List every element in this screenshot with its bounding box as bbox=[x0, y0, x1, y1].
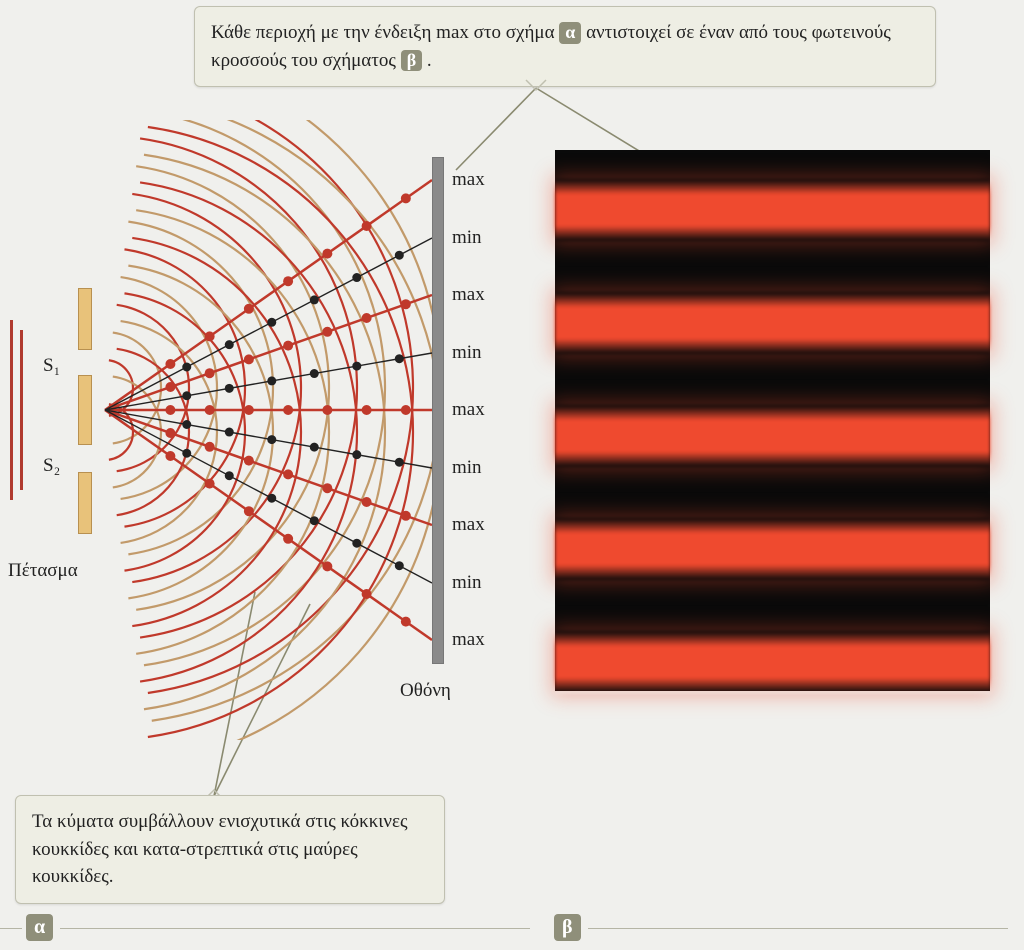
bright-fringe bbox=[555, 518, 990, 580]
callout-bottom: Τα κύματα συμβάλλουν ενισχυτικά στις κόκ… bbox=[15, 795, 445, 904]
label-min: min bbox=[452, 342, 482, 364]
callout-top-text-end: . bbox=[427, 50, 432, 71]
badge-beta-inline: β bbox=[401, 50, 422, 72]
label-max: max bbox=[452, 399, 485, 421]
wave-diagram: S₁ S₂ Οθόνη Πέτασμα max min max min max min ma… bbox=[0, 120, 540, 740]
label-s1: S₁ bbox=[43, 355, 60, 377]
slit-barrier-top bbox=[78, 288, 92, 350]
label-max: max bbox=[452, 169, 485, 191]
incoming-wave-line-1 bbox=[10, 320, 13, 500]
hr-left-2 bbox=[60, 928, 530, 929]
callout-top-text-pre: Κάθε περιοχή με την ένδειξη max στο σχήμ… bbox=[211, 22, 559, 43]
figure-badge-alpha: α bbox=[26, 914, 53, 941]
incoming-wave-line-2 bbox=[20, 330, 23, 490]
callout-top: Κάθε περιοχή με την ένδειξη max στο σχήμ… bbox=[194, 6, 936, 87]
callout-bottom-text: Τα κύματα συμβάλλουν ενισχυτικά στις κόκ… bbox=[32, 811, 408, 887]
label-min: min bbox=[452, 572, 482, 594]
label-max: max bbox=[452, 514, 485, 536]
label-min: min bbox=[452, 457, 482, 479]
label-max: max bbox=[452, 284, 485, 306]
slit-barrier-mid bbox=[78, 375, 92, 445]
hr-right bbox=[588, 928, 1008, 929]
label-max: max bbox=[452, 629, 485, 651]
figure-badge-beta: β bbox=[554, 914, 581, 941]
bright-fringe bbox=[555, 292, 990, 354]
badge-alpha-inline: α bbox=[559, 22, 581, 44]
figure-label-row: α β bbox=[0, 914, 1024, 944]
label-screen: Οθόνη bbox=[400, 680, 451, 702]
hr-left-1 bbox=[0, 928, 22, 929]
label-s2: S₂ bbox=[43, 455, 60, 477]
bright-fringe bbox=[555, 631, 990, 693]
bright-fringe bbox=[555, 179, 990, 241]
interference-fringe-photo bbox=[555, 150, 990, 691]
slit-barrier-bottom bbox=[78, 472, 92, 534]
label-min: min bbox=[452, 227, 482, 249]
label-barrier: Πέτασμα bbox=[8, 560, 78, 582]
observation-screen bbox=[432, 157, 444, 664]
bright-fringe bbox=[555, 405, 990, 467]
